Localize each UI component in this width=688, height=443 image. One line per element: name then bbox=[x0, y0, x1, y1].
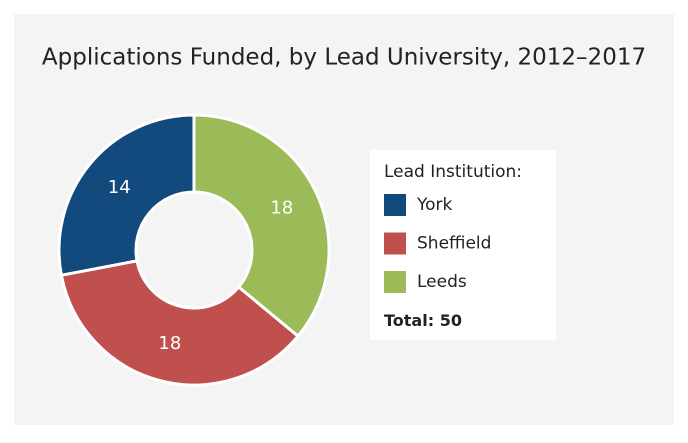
total-label: Total: bbox=[384, 311, 434, 330]
donut-slice bbox=[59, 259, 301, 387]
legend-label: York bbox=[416, 195, 453, 215]
legend-total: Total: 50 bbox=[384, 311, 462, 330]
legend-swatch bbox=[384, 271, 406, 293]
legend-title: Lead Institution: bbox=[384, 162, 522, 182]
donut-slice bbox=[57, 113, 196, 278]
total-value: 50 bbox=[440, 311, 462, 330]
legend-label: Leeds bbox=[417, 272, 467, 292]
slice-label: 18 bbox=[158, 333, 181, 354]
legend-swatch bbox=[384, 232, 406, 255]
chart-title: Applications Funded, by Lead University,… bbox=[42, 45, 646, 71]
slice-label: 18 bbox=[270, 198, 293, 219]
slice-label: 14 bbox=[108, 177, 131, 198]
donut-slice bbox=[192, 113, 331, 339]
legend-swatch bbox=[384, 194, 406, 216]
legend-label: Sheffield bbox=[417, 234, 491, 254]
